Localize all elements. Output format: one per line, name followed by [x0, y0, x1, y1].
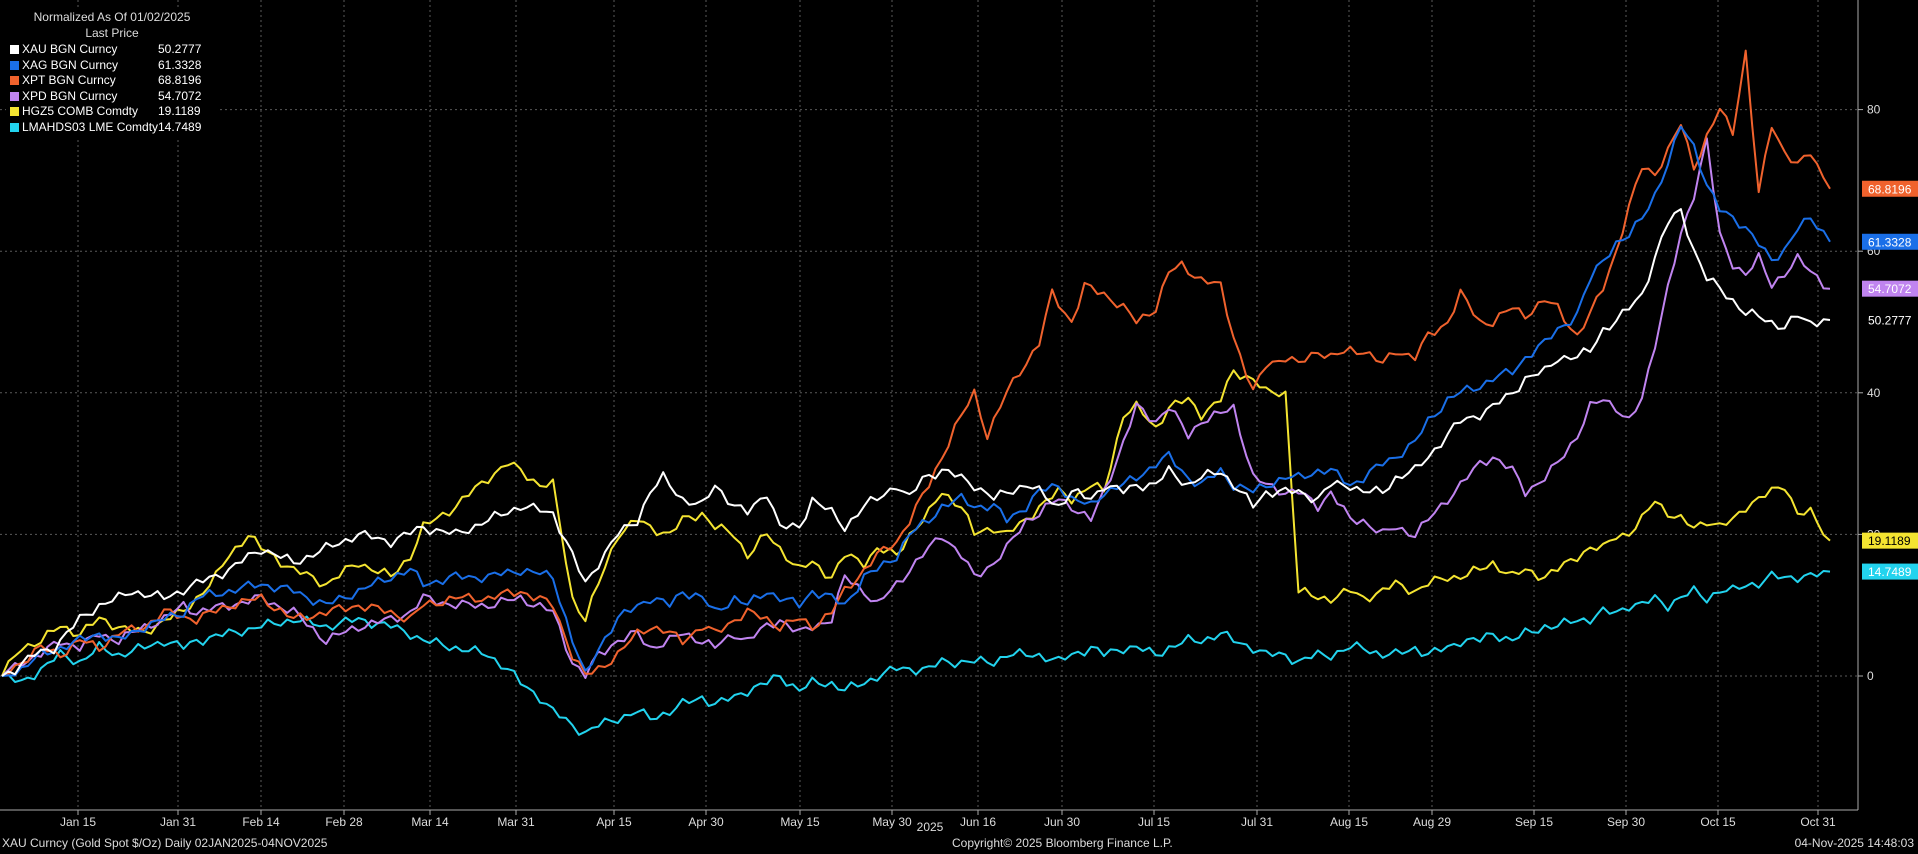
legend: Normalized As Of 01/02/2025 Last Price X… — [6, 8, 218, 137]
last-value-tag-bg — [1862, 233, 1918, 250]
last-value-tag-label: 54.7072 — [1868, 282, 1912, 296]
series-line-xag — [1, 125, 1831, 677]
x-tick-label: Jun 16 — [960, 815, 996, 829]
legend-subtitle: Last Price — [85, 25, 139, 40]
last-value-tag-bg — [1862, 312, 1918, 329]
legend-swatch — [10, 45, 19, 55]
last-value-tag: 68.8196 — [1862, 180, 1918, 197]
last-value-tag-bg — [1862, 532, 1918, 549]
y-tick-label: 40 — [1867, 386, 1881, 400]
legend-swatch — [10, 91, 19, 101]
x-tick-label: Oct 31 — [1800, 815, 1836, 829]
legend-entry: LMAHDS03 LME Comdty 14.7489 — [10, 120, 214, 136]
x-tick-label: Feb 14 — [242, 815, 280, 829]
legend-series-value: 14.7489 — [158, 119, 202, 134]
footer-timestamp: 04-Nov-2025 14:48:03 — [1794, 836, 1914, 850]
x-tick-label: Oct 15 — [1700, 815, 1736, 829]
x-tick-label: Feb 28 — [325, 815, 363, 829]
legend-entry: HGZ5 COMB Comdty 19.1189 — [10, 104, 214, 120]
legend-series-name: XPT BGN Curncy — [22, 73, 116, 87]
legend-entry: XAU BGN Curncy 50.2777 — [10, 42, 214, 58]
x-tick-label: May 15 — [780, 815, 820, 829]
series-lines — [1, 49, 1831, 736]
y-tick-label: 80 — [1867, 103, 1881, 117]
x-tick-label: Jul 15 — [1138, 815, 1170, 829]
x-tick-label: Jul 31 — [1241, 815, 1273, 829]
legend-swatch — [10, 76, 19, 86]
legend-entries: XAU BGN Curncy 50.2777 XAG BGN Curncy 61.33… — [10, 42, 214, 135]
last-value-tag-label: 19.1189 — [1868, 534, 1911, 548]
x-tick-label: May 30 — [872, 815, 912, 829]
last-value-tag-bg — [1862, 563, 1918, 580]
x-tick-label: Jun 30 — [1044, 815, 1080, 829]
last-value-tag: 19.1189 — [1862, 532, 1918, 549]
series-line-xpt — [1, 49, 1831, 677]
x-tick-label: Aug 29 — [1413, 815, 1451, 829]
x-tick-label: Apr 15 — [596, 815, 632, 829]
series-line-lmahds03 — [1, 570, 1831, 736]
footer-security: XAU Curncy (Gold Spot $/Oz) Daily 02JAN2… — [2, 836, 328, 850]
series-line-xpd — [1, 137, 1831, 679]
grid — [0, 0, 1858, 810]
footer-copyright: Copyright© 2025 Bloomberg Finance L.P. — [952, 836, 1173, 850]
legend-series-name: XPD BGN Curncy — [22, 88, 118, 103]
legend-entry: XAG BGN Curncy 61.3328 — [10, 58, 214, 74]
last-value-tag: 54.7072 — [1862, 280, 1918, 297]
last-value-tag-bg — [1862, 280, 1918, 297]
legend-series-name: XAU BGN Curncy — [22, 42, 118, 56]
x-tick-label: Jan 15 — [60, 815, 96, 829]
last-value-tag-label: 14.7489 — [1868, 565, 1912, 579]
legend-series-name: XAG BGN Curncy — [22, 57, 119, 72]
legend-series-value: 19.1189 — [158, 104, 201, 118]
legend-title: Normalized As Of 01/02/2025 — [33, 10, 191, 24]
legend-series-value: 50.2777 — [158, 42, 202, 56]
series-line-xau — [1, 208, 1831, 677]
legend-series-value: 54.7072 — [158, 88, 202, 103]
last-value-tag: 50.2777 — [1862, 312, 1918, 329]
y-tick-label: 0 — [1867, 669, 1874, 683]
legend-series-value: 68.8196 — [158, 73, 202, 87]
last-value-tag-label: 50.2777 — [1868, 314, 1912, 328]
x-tick-label: Aug 15 — [1330, 815, 1368, 829]
last-value-tag: 61.3328 — [1862, 233, 1918, 250]
legend-swatch — [10, 107, 19, 117]
x-tick-label: Sep 30 — [1607, 815, 1645, 829]
x-tick-label: Mar 31 — [497, 815, 535, 829]
legend-swatch — [10, 60, 19, 70]
x-tick-label: Jan 31 — [160, 815, 196, 829]
last-value-tag: 14.7489 — [1862, 563, 1918, 580]
legend-entry: XPT BGN Curncy 68.8196 — [10, 73, 214, 89]
x-axis-title: 2025 — [917, 820, 944, 834]
x-tick-label: Sep 15 — [1515, 815, 1553, 829]
legend-series-value: 61.3328 — [158, 57, 202, 72]
last-value-tag-label: 61.3328 — [1868, 235, 1912, 249]
legend-entry: XPD BGN Curncy 54.7072 — [10, 89, 214, 105]
last-value-tag-label: 68.8196 — [1868, 182, 1912, 196]
x-tick-label: Mar 14 — [411, 815, 449, 829]
legend-series-name: HGZ5 COMB Comdty — [22, 104, 139, 118]
last-value-tag-bg — [1862, 180, 1918, 197]
x-tick-label: Apr 30 — [688, 815, 724, 829]
series-line-hgz5 — [1, 369, 1831, 677]
legend-series-name: LMAHDS03 LME Comdty — [22, 119, 159, 134]
axes: Jan 15 Jan 31 Feb 14 Feb 28 Mar 14 Mar 31 Apr … — [0, 0, 1918, 829]
legend-swatch — [10, 122, 19, 132]
